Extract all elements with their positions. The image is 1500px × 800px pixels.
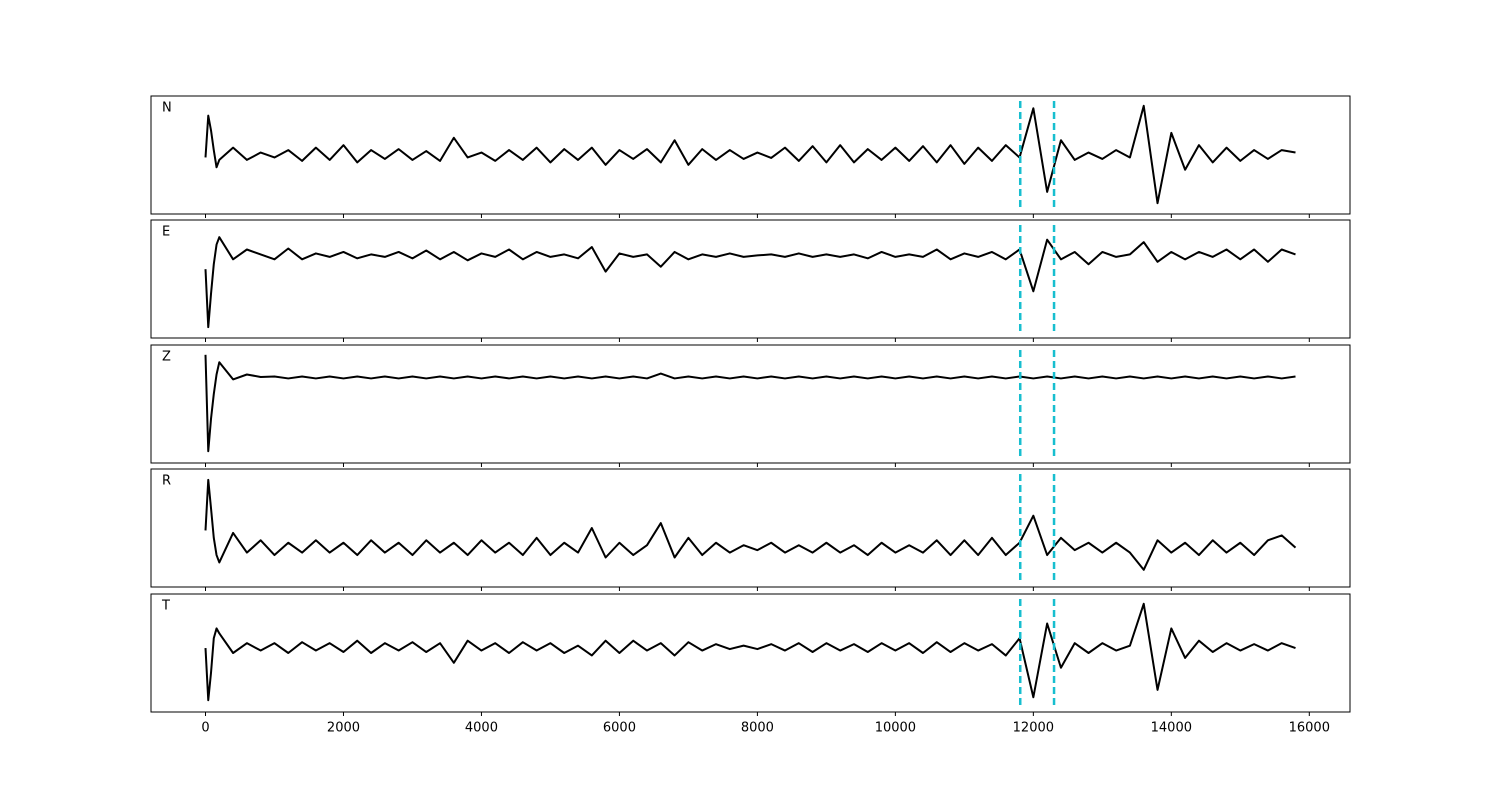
x-tick-label: 2000 xyxy=(327,721,360,736)
x-tick-label: 12000 xyxy=(1013,721,1054,736)
x-tick-label: 14000 xyxy=(1151,721,1192,736)
panel-frame xyxy=(150,344,1351,464)
panel-frame xyxy=(150,593,1351,713)
panel-frame xyxy=(150,468,1351,588)
x-tick-label: 10000 xyxy=(875,721,916,736)
panel-label: N xyxy=(162,101,172,116)
x-tick-label: 4000 xyxy=(465,721,498,736)
x-tick-label: 16000 xyxy=(1289,721,1330,736)
x-tick-label: 6000 xyxy=(603,721,636,736)
panel-label: T xyxy=(161,599,170,614)
trace xyxy=(204,236,1296,329)
panel-label: Z xyxy=(162,350,171,365)
x-tick-label: 8000 xyxy=(741,721,774,736)
trace xyxy=(204,602,1296,702)
panel-frame xyxy=(150,95,1351,215)
x-tick-label: 0 xyxy=(201,721,209,736)
trace xyxy=(204,478,1297,571)
trace xyxy=(204,104,1296,205)
panel-label: E xyxy=(162,225,170,240)
panel-label: R xyxy=(162,474,171,489)
trace xyxy=(204,354,1296,453)
panel-frame xyxy=(150,219,1351,339)
